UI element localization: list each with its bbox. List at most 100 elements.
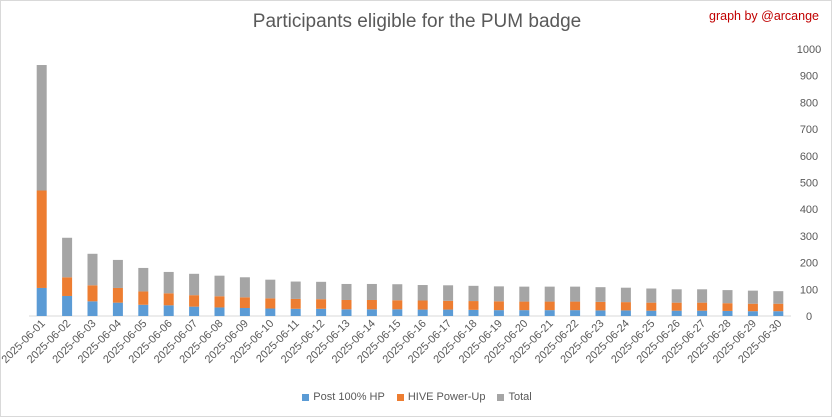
legend-swatch [497,393,505,401]
y-tick-label: 0 [806,311,812,323]
bar-segment-post-100-hp [214,307,225,316]
chart-credit: graph by @arcange [709,9,819,23]
bar-segment-total [417,285,428,301]
bar-segment-total [36,65,47,191]
bar-segment-total [443,285,454,301]
bar-segment-total [595,287,606,302]
y-tick-label: 100 [800,284,818,296]
bar-segment-hive-power-up [341,299,352,310]
bar-segment-post-100-hp [366,309,377,316]
bar-segment-post-100-hp [493,310,504,316]
y-tick-label: 400 [800,204,818,216]
bar-segment-hive-power-up [290,298,301,309]
legend-label: Total [508,391,532,403]
legend-item: Post 100% HP [302,391,385,403]
bar-segment-post-100-hp [138,304,149,316]
bar-segment-total [163,271,174,294]
y-tick-label: 800 [800,97,818,109]
bar-segment-total [366,283,377,300]
chart-title: Participants eligible for the PUM badge [252,11,582,32]
bar-segment-total [493,286,504,302]
stacked-bar-chart: 010020030040050060070080090010002025-06-… [1,44,821,366]
bar-segment-hive-power-up [265,298,276,309]
bar-segment-post-100-hp [341,309,352,316]
bar-segment-hive-power-up [316,299,327,309]
bar-segment-total [747,290,758,304]
bar-segment-hive-power-up [239,297,250,308]
y-tick-label: 500 [800,178,818,190]
bar-segment-total [214,275,225,297]
bar-segment-total [519,286,530,302]
bar-segment-post-100-hp [36,287,47,316]
y-tick-label: 200 [800,258,818,270]
bar-segment-post-100-hp [112,302,123,316]
bar-segment-total [392,284,403,301]
bar-segment-hive-power-up [570,301,581,311]
bar-segment-total [265,279,276,299]
legend-item: HIVE Power-Up [396,391,486,403]
bar-segment-hive-power-up [392,300,403,310]
bar-segment-total [62,237,73,278]
bar-segment-post-100-hp [671,310,682,316]
bar-segment-post-100-hp [290,308,301,316]
chart-legend: Post 100% HP HIVE Power-Up Total [1,391,832,403]
bar-segment-hive-power-up [36,190,47,288]
bar-segment-total [316,281,327,300]
bar-segment-post-100-hp [163,305,174,316]
bar-segment-hive-power-up [163,293,174,306]
bar-segment-hive-power-up [493,301,504,311]
legend-swatch [302,393,310,401]
bar-segment-total [620,287,631,303]
bar-segment-total [773,291,784,304]
bar-segment-total [112,259,123,288]
bar-segment-post-100-hp [595,310,606,316]
bar-segment-hive-power-up [595,301,606,311]
bar-segment-hive-power-up [544,301,555,311]
bar-segment-post-100-hp [544,310,555,316]
bar-segment-post-100-hp [316,308,327,316]
bar-segment-post-100-hp [392,309,403,316]
bar-segment-total [138,267,149,292]
y-tick-label: 300 [800,231,818,243]
bar-segment-hive-power-up [87,285,98,302]
bar-segment-total [239,277,250,298]
bar-segment-post-100-hp [773,311,784,316]
bar-segment-total [290,281,301,299]
bar-segment-hive-power-up [468,301,479,310]
bar-segment-post-100-hp [265,308,276,316]
bar-segment-post-100-hp [646,310,657,316]
bar-segment-hive-power-up [62,277,73,296]
legend-label: Post 100% HP [313,391,385,403]
bar-segment-total [722,290,733,304]
bar-segment-total [697,289,708,303]
legend-item: Total [497,391,532,403]
bar-segment-hive-power-up [366,299,377,310]
bar-segment-post-100-hp [87,301,98,316]
bar-segment-hive-power-up [646,302,657,311]
bar-segment-post-100-hp [620,310,631,316]
bar-segment-hive-power-up [697,302,708,311]
bar-segment-post-100-hp [697,310,708,316]
bar-segment-total [544,286,555,302]
y-tick-label: 1000 [797,44,821,56]
bar-segment-post-100-hp [747,311,758,316]
bar-segment-hive-power-up [773,303,784,312]
bar-segment-hive-power-up [722,303,733,311]
bar-segment-hive-power-up [443,300,454,310]
bar-segment-total [87,253,98,286]
bar-segment-hive-power-up [747,303,758,312]
bar-segment-hive-power-up [189,295,200,307]
bar-segment-hive-power-up [138,291,149,305]
bar-segment-post-100-hp [570,310,581,316]
bar-segment-post-100-hp [722,310,733,316]
legend-swatch [396,393,404,401]
y-tick-label: 900 [800,71,818,83]
bar-segment-post-100-hp [468,309,479,316]
bar-segment-hive-power-up [417,300,428,310]
bar-segment-post-100-hp [443,309,454,316]
y-tick-label: 700 [800,124,818,136]
legend-label: HIVE Power-Up [407,391,486,403]
bar-segment-post-100-hp [417,309,428,316]
bar-segment-hive-power-up [112,287,123,303]
